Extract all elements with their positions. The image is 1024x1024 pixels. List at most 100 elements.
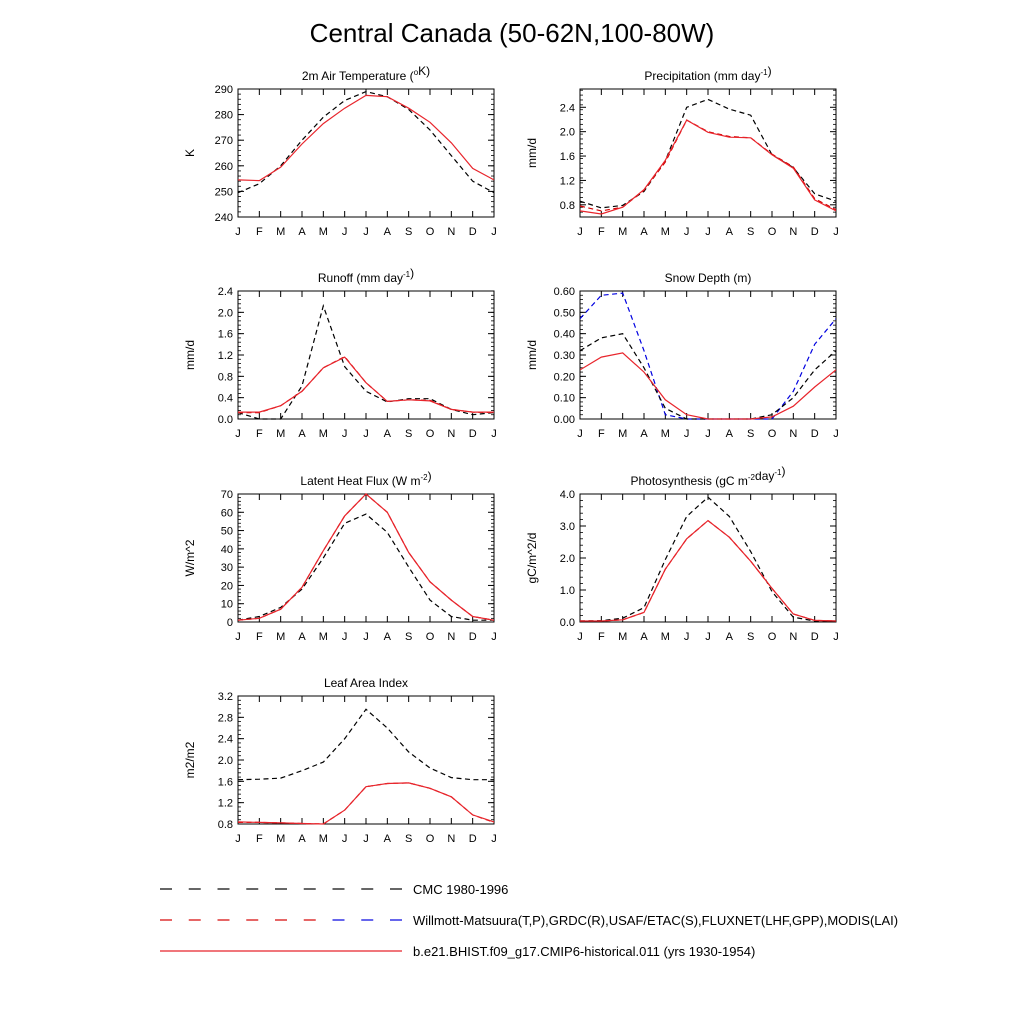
chart-panel-lhf: J F M A M J J A S O N D J010203040506070W/m^2Latent …	[183, 469, 497, 643]
y-tick-label: 270	[215, 135, 233, 147]
series-line	[580, 496, 836, 622]
x-tick-label: O	[768, 226, 777, 238]
x-tick-label: A	[384, 631, 392, 643]
x-tick-label: O	[768, 428, 777, 440]
series-group	[580, 292, 836, 420]
x-tick-label: S	[405, 833, 412, 845]
y-ticks: 0.8 1.2 1.6 2.0 2.4	[560, 89, 836, 218]
series-group	[580, 98, 836, 215]
y-tick-label: 1.6	[560, 151, 575, 163]
x-tick-label: A	[298, 226, 306, 238]
plot-frame	[237, 88, 495, 218]
title-text: )	[782, 464, 786, 478]
y-tick-label: 260	[215, 161, 233, 173]
y-tick-label: 70	[221, 489, 233, 501]
y-tick-label: 20	[221, 580, 233, 592]
x-tick-label: N	[789, 428, 797, 440]
y-axis-label: mm/d	[525, 138, 539, 168]
chart-panel-lai: J F M A M J J A S O N D J0.81.21.62.02.42.83.2m2/m2L…	[183, 676, 497, 845]
y-tick-label: 0.4	[218, 393, 233, 405]
x-tick-label: J	[342, 833, 348, 845]
y-tick-label: 290	[215, 84, 233, 96]
y-tick-label: 1.0	[560, 585, 575, 597]
x-tick-label: J	[363, 631, 369, 643]
x-tick-label: J	[705, 631, 711, 643]
y-tick-label: 1.6	[218, 329, 233, 341]
y-tick-label: 0.0	[560, 617, 575, 629]
x-tick-label: D	[469, 833, 477, 845]
title-text: Precipitation (mm day	[644, 69, 760, 83]
x-tick-label: F	[256, 833, 263, 845]
x-tick-label: M	[276, 833, 285, 845]
x-tick-label: J	[235, 428, 241, 440]
series-group	[238, 303, 494, 420]
y-tick-label: 3.2	[218, 691, 233, 703]
title-text: )	[428, 469, 432, 483]
x-tick-label: M	[319, 833, 328, 845]
x-tick-label: O	[426, 428, 435, 440]
plot-frame	[579, 290, 837, 420]
y-ticks: 0.00 0.10 0.20 0.30 0.40 0.50 0.60	[554, 286, 836, 426]
chart-panel-snow: J F M A M J J A S O N D J0.000.100.200.300.400.500.6…	[525, 271, 839, 440]
x-tick-label: F	[256, 428, 263, 440]
x-tick-label: J	[363, 428, 369, 440]
x-tick-label: A	[726, 226, 734, 238]
x-tick-label: A	[726, 631, 734, 643]
y-tick-label: 4.0	[560, 489, 575, 501]
x-tick-label: J	[363, 226, 369, 238]
y-tick-label: 2.0	[218, 307, 233, 319]
y-tick-label: 280	[215, 110, 233, 122]
x-tick-label: M	[618, 226, 627, 238]
x-tick-label: A	[384, 833, 392, 845]
x-tick-label: J	[684, 226, 690, 238]
x-tick-label: D	[469, 631, 477, 643]
y-axis-label: K	[183, 149, 197, 157]
x-tick-label: J	[235, 833, 241, 845]
title-text: )	[768, 64, 772, 78]
x-tick-label: D	[469, 226, 477, 238]
x-tick-label: J	[577, 428, 583, 440]
x-tick-label: N	[789, 226, 797, 238]
x-tick-label: M	[661, 226, 670, 238]
y-tick-label: 2.0	[560, 127, 575, 139]
series-line	[238, 493, 494, 621]
series-line	[238, 708, 494, 781]
x-tick-label: F	[256, 226, 263, 238]
title-text: Latent Heat Flux (W m	[300, 474, 420, 488]
x-tick-label: F	[256, 631, 263, 643]
series-group	[580, 496, 836, 622]
legend-entry: CMC 1980-1996	[160, 882, 508, 897]
series-line	[580, 119, 836, 212]
legend-label: Willmott-Matsuura(T,P),GRDC(R),USAF/ETAC…	[413, 913, 898, 928]
title-text: day	[755, 469, 774, 483]
y-tick-label: 2.0	[218, 755, 233, 767]
title-text: Snow Depth (m)	[665, 271, 752, 285]
panel-title: Runoff (mm day-1)	[318, 266, 414, 285]
x-tick-label: J	[577, 631, 583, 643]
x-tick-label: M	[276, 226, 285, 238]
series-line	[580, 519, 836, 622]
y-tick-label: 60	[221, 507, 233, 519]
x-tick-label: S	[405, 631, 412, 643]
title-text: Runoff (mm day	[318, 271, 403, 285]
series-line	[580, 352, 836, 420]
x-tick-label: O	[426, 226, 435, 238]
y-ticks: 0.0 0.4 0.8 1.2 1.6 2.0 2.4	[218, 286, 494, 426]
x-tick-label: M	[661, 428, 670, 440]
x-tick-label: J	[342, 428, 348, 440]
y-tick-label: 0.8	[218, 371, 233, 383]
x-tick-label: S	[405, 226, 412, 238]
y-axis-label: mm/d	[525, 340, 539, 370]
title-text: Photosynthesis (gC m	[631, 474, 748, 488]
series-line	[238, 513, 494, 621]
series-group	[238, 493, 494, 621]
x-tick-label: A	[384, 428, 392, 440]
x-tick-label: N	[447, 428, 455, 440]
y-tick-label: 1.2	[218, 350, 233, 362]
x-tick-label: J	[833, 226, 839, 238]
